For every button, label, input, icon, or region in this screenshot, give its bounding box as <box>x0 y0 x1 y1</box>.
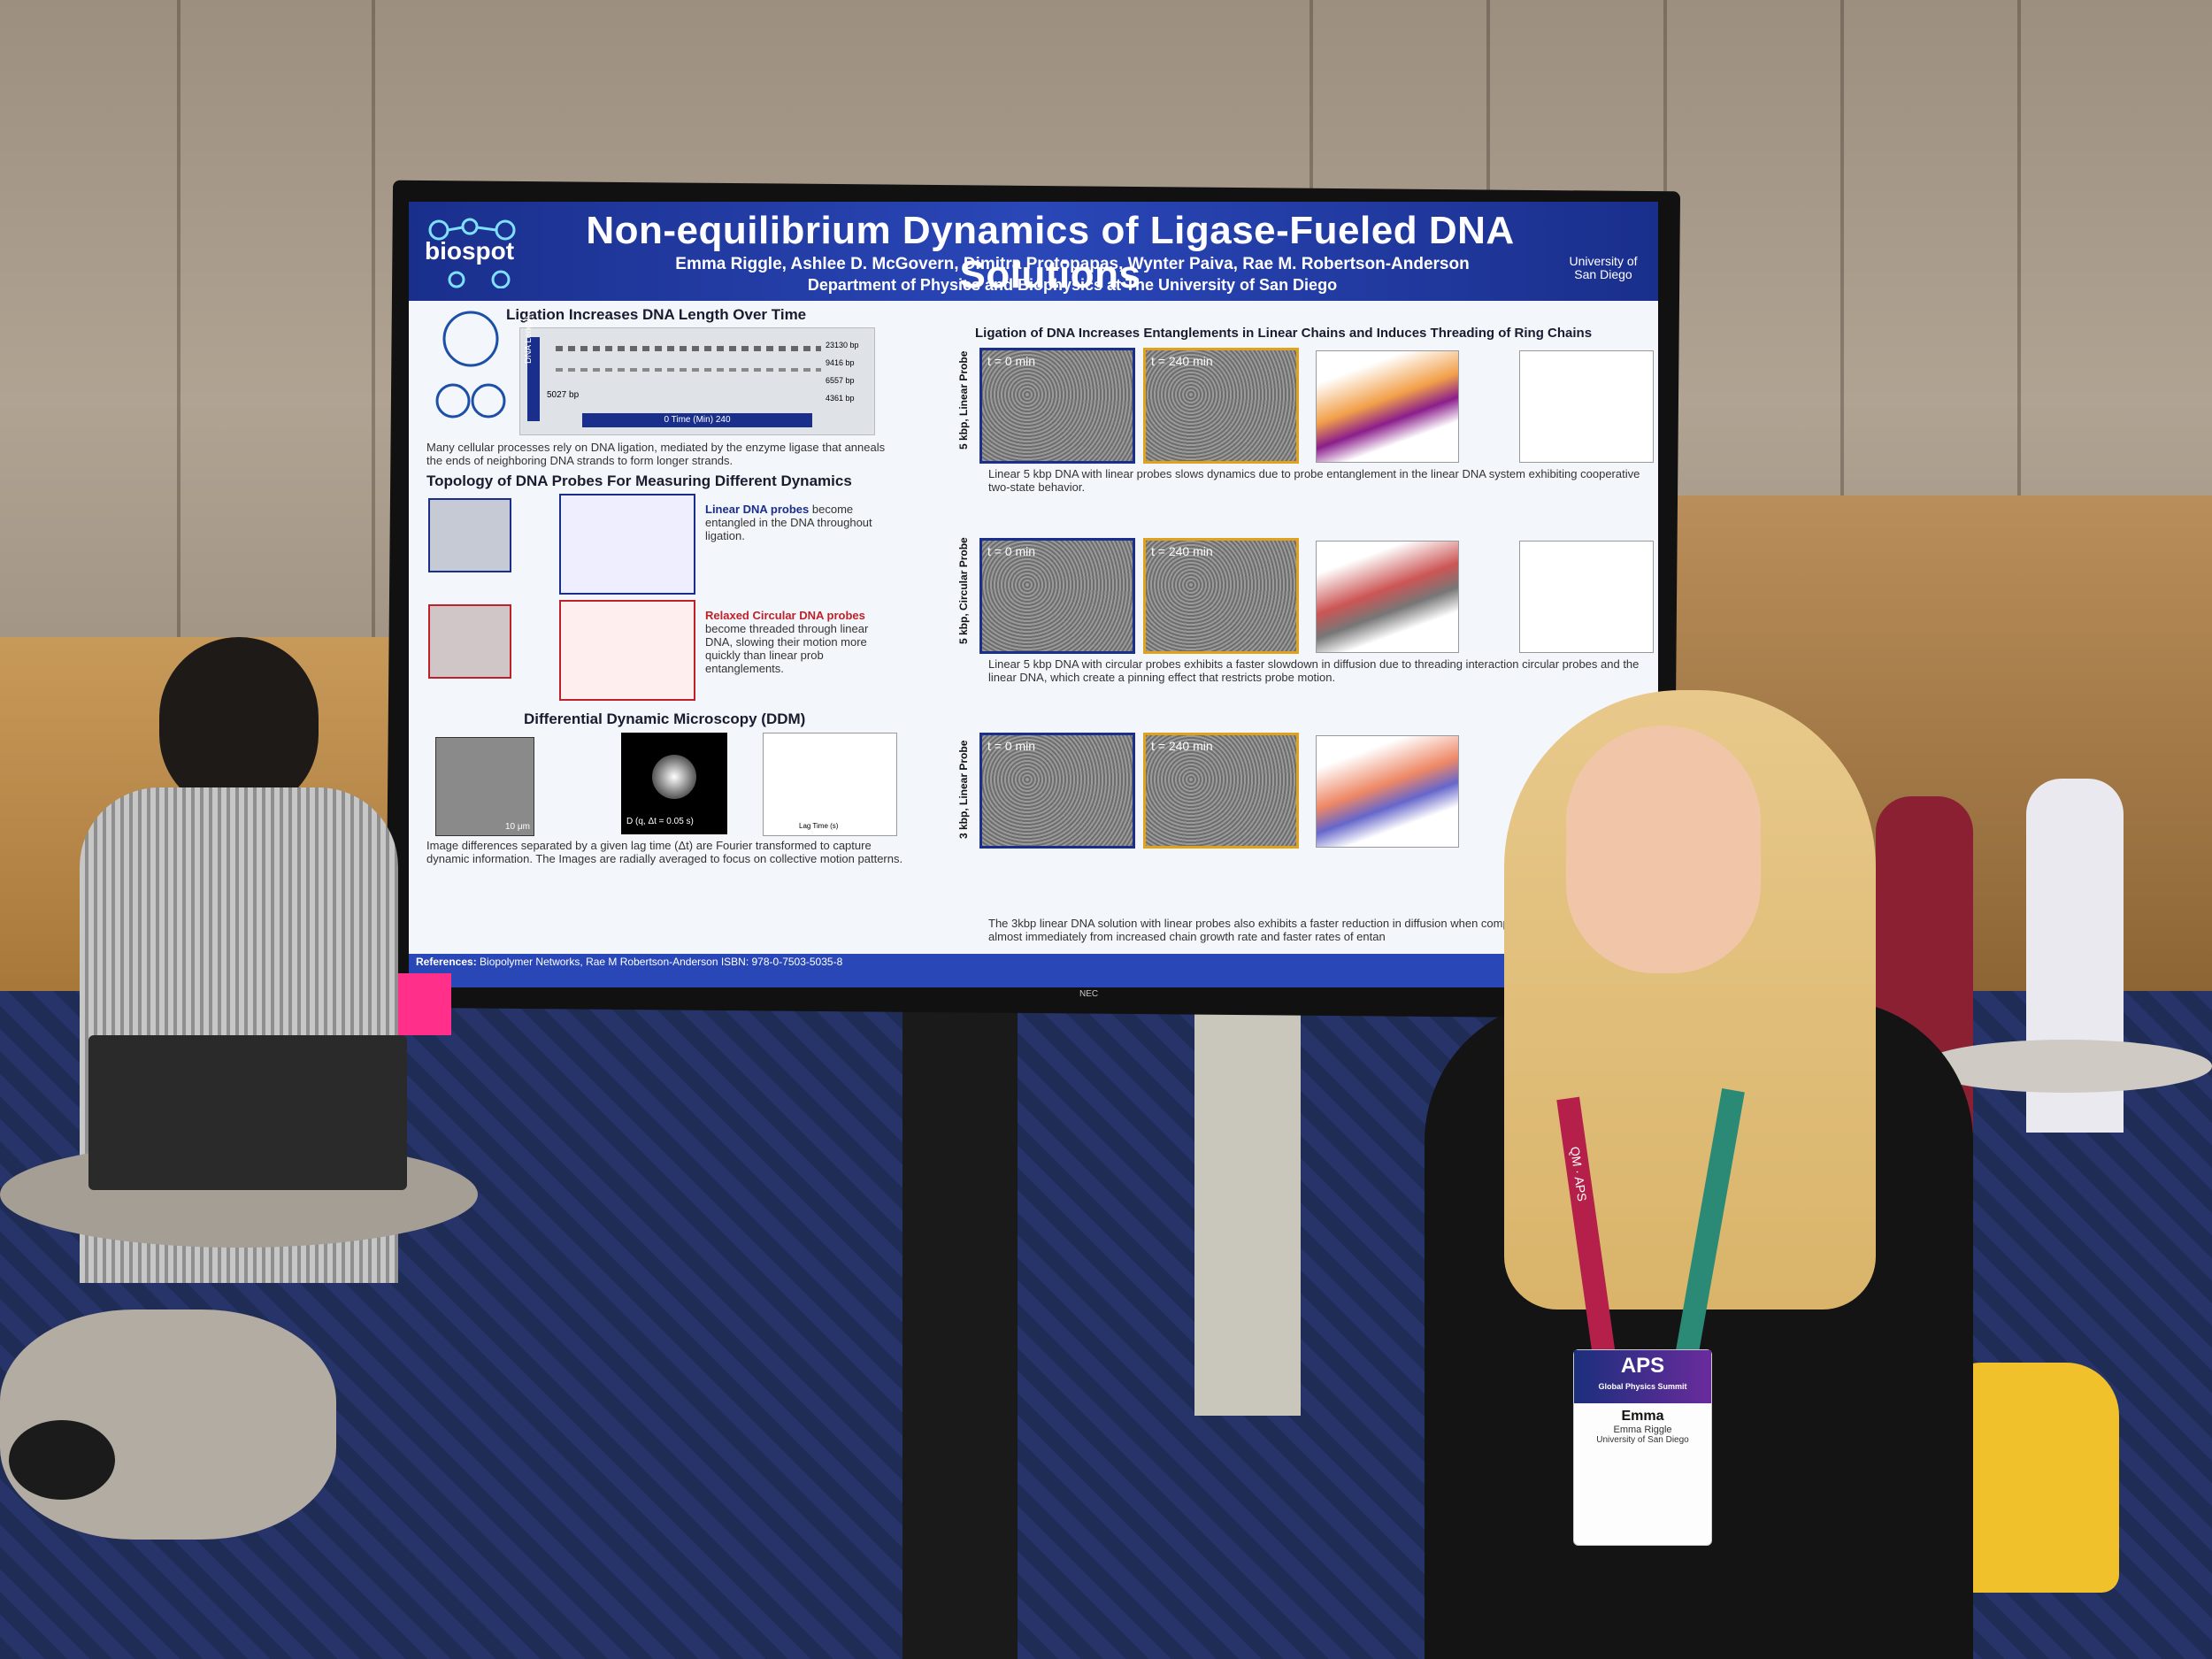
badge-full-name: Emma Riggle <box>1613 1425 1672 1435</box>
ddm-section-title: Differential Dynamic Microscopy (DDM) <box>524 710 806 727</box>
mouse-icon <box>9 1420 115 1500</box>
row-text: The 3kbp linear DNA solution with linear… <box>988 917 1640 943</box>
ligation-section-title: Ligation Increases DNA Length Over Time <box>506 306 807 323</box>
row-label: 5 kbp, Linear Probe <box>957 350 970 449</box>
poster-department: Department of Physics and Biophysics at … <box>807 276 1338 294</box>
badge-subtitle: Global Physics Summit <box>1598 1382 1687 1391</box>
t240-label: t = 240 min <box>1151 354 1213 368</box>
lanyard-text: QM · APS <box>1567 1145 1590 1202</box>
ddm-formula: D (q, Δt = 0.05 s) <box>626 817 694 826</box>
t0-label: t = 0 min <box>987 354 1036 368</box>
micrograph-t0: t = 0 min <box>979 348 1135 464</box>
biospot-logo-icon <box>428 218 516 288</box>
dna-coil-icon <box>435 311 506 419</box>
circular-probe-image <box>428 604 511 679</box>
presenter-face <box>1566 726 1761 973</box>
circular-probe-text: Relaxed Circular DNA probes become threa… <box>705 609 882 675</box>
micrograph-t240: t = 240 min <box>1143 538 1299 654</box>
ladder-label: 6557 bp <box>826 376 855 385</box>
poster-title: Non-equilibrium Dynamics of Ligase-Fuele… <box>586 209 1515 296</box>
poster-authors: Emma Riggle, Ashlee D. McGovern, Dimitra… <box>675 255 1470 273</box>
row-label: 5 kbp, Circular Probe <box>957 537 970 644</box>
ddm-scale: 10 μm <box>505 822 530 832</box>
circular-probe-diagram <box>559 600 695 701</box>
row-text: Linear 5 kbp DNA with circular probes ex… <box>988 657 1640 684</box>
ddm-fourier-image: D (q, Δt = 0.05 s) <box>621 733 727 834</box>
monitor-stand <box>902 1009 1018 1659</box>
diffusion-time-plot <box>1519 350 1654 463</box>
ddm-text: Image differences separated by a given l… <box>426 839 903 865</box>
laptop <box>88 1035 407 1190</box>
linear-probe-desc: become entangled in the DNA throughout l… <box>705 503 872 542</box>
ddm-image-stack: 10 μm <box>435 737 534 836</box>
ladder-label: 9416 bp <box>826 358 855 367</box>
name-badge: APS Global Physics Summit Emma Emma Rigg… <box>1573 1349 1712 1546</box>
ladder-label: 4361 bp <box>826 394 855 403</box>
poster-header: biospot Non-equilibrium Dynamics of Liga… <box>409 202 1658 301</box>
man-head <box>159 637 319 814</box>
badge-header: APS Global Physics Summit <box>1574 1350 1711 1403</box>
t240-label: t = 240 min <box>1151 739 1213 753</box>
ladder-label: 23130 bp <box>826 341 859 349</box>
linear-probe-highlight: Linear DNA probes <box>705 503 810 516</box>
ddm-xaxis: Lag Time (s) <box>799 822 839 830</box>
t0-label: t = 0 min <box>987 739 1036 753</box>
biospot-logo-text: biospot <box>425 237 515 265</box>
micrograph-t240: t = 240 min <box>1143 733 1299 849</box>
monitor-brand: NEC <box>1079 989 1099 999</box>
linear-probe-text: Linear DNA probes become entangled in th… <box>705 503 882 542</box>
gel-image: DNA Length 5027 bp 23130 bp 9416 bp 6557… <box>519 316 875 435</box>
poster-screen: biospot Non-equilibrium Dynamics of Liga… <box>409 202 1658 987</box>
attendee-legs <box>1194 1000 1301 1416</box>
tau-q-plot <box>1316 350 1459 463</box>
badge-affiliation: University of San Diego <box>1596 1435 1689 1445</box>
references-label: References: <box>416 956 477 968</box>
usd-logo-text: University of San Diego <box>1569 254 1638 281</box>
dna-length-label: DNA Length <box>524 316 534 364</box>
references-bar: References: Biopolymer Networks, Rae M R… <box>409 954 1658 987</box>
ligation-text: Many cellular processes rely on DNA liga… <box>426 441 886 467</box>
references-text: Biopolymer Networks, Rae M Robertson-And… <box>480 956 843 968</box>
micrograph-t240: t = 240 min <box>1143 348 1299 464</box>
sticky-note <box>389 973 451 1035</box>
row-text: Linear 5 kbp DNA with linear probes slow… <box>988 467 1640 494</box>
right-section-title: Ligation of DNA Increases Entanglements … <box>975 326 1593 341</box>
micrograph-t0: t = 0 min <box>979 733 1135 849</box>
tau-q-plot <box>1316 541 1459 653</box>
diffusion-time-plot <box>1519 541 1654 653</box>
micrograph-t0: t = 0 min <box>979 538 1135 654</box>
circular-probe-desc: become threaded through linear DNA, slow… <box>705 622 869 675</box>
linear-probe-image <box>428 498 511 572</box>
row-label: 3 kbp, Linear Probe <box>957 740 970 839</box>
table-right <box>1920 1040 2212 1093</box>
bp-marker: 5027 bp <box>547 390 580 400</box>
badge-name: Emma <box>1621 1409 1664 1424</box>
tau-q-plot <box>1316 735 1459 848</box>
topology-section-title: Topology of DNA Probes For Measuring Dif… <box>426 472 852 489</box>
badge-event: APS <box>1620 1354 1665 1378</box>
t240-label: t = 240 min <box>1151 544 1213 558</box>
t0-label: t = 0 min <box>987 544 1036 558</box>
time-arrow: 0 Time (Min) 240 <box>582 413 812 427</box>
linear-probe-diagram <box>559 494 695 595</box>
circular-probe-highlight: Relaxed Circular DNA probes <box>705 609 865 622</box>
ddm-curve-plot: Lag Time (s) <box>763 733 897 836</box>
